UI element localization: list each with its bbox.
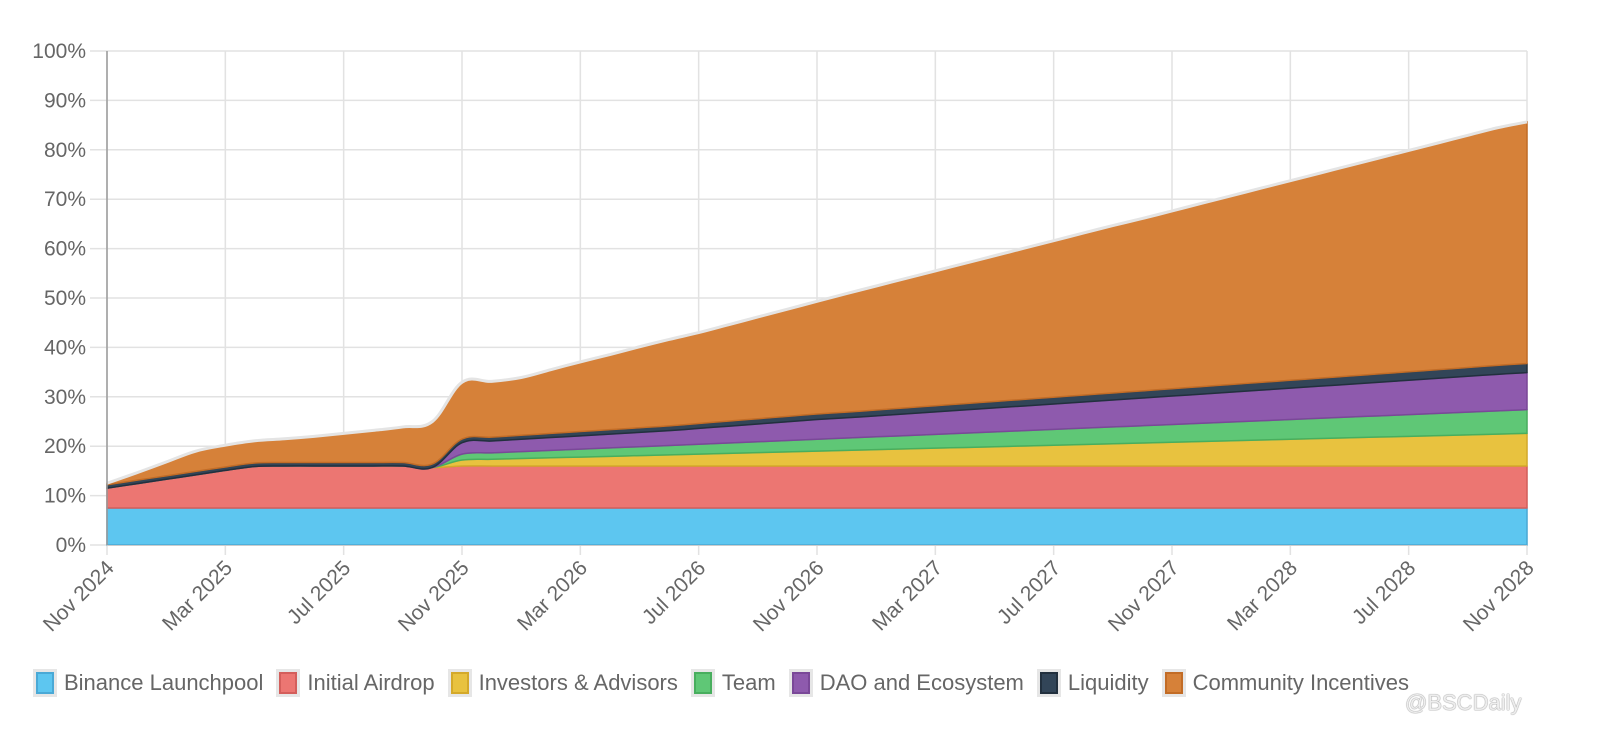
legend-item[interactable]: Initial Airdrop (276, 669, 435, 697)
legend-label: Community Incentives (1192, 670, 1410, 695)
legend: Binance Launchpool Initial Airdrop Investo… (33, 667, 1425, 699)
y-tick-label: 20% (44, 435, 86, 458)
area-binance-launchpool (106, 507, 1528, 546)
legend-swatch (1161, 669, 1186, 697)
legend-swatch (690, 669, 715, 697)
x-tick-label: Nov 2026 (749, 556, 829, 636)
x-tick-label: Jul 2028 (1348, 556, 1420, 628)
legend-label: Initial Airdrop (307, 670, 435, 695)
x-tick-label: Mar 2026 (513, 556, 592, 635)
legend-label: DAO and Ecosystem (819, 670, 1024, 695)
legend-item[interactable]: DAO and Ecosystem (788, 669, 1024, 697)
legend-label: Team (721, 670, 776, 695)
y-tick-label: 40% (44, 336, 86, 359)
x-tick-label: Nov 2028 (1459, 556, 1539, 636)
y-axis-ticks: 0% 10% 20% 30% 40% 50% 60% 70% 80% 90% 100% (32, 40, 86, 557)
legend-label: Liquidity (1067, 670, 1149, 695)
x-tick-label: Nov 2024 (39, 556, 119, 636)
legend-label: Investors & Advisors (478, 670, 678, 695)
x-tick-label: Mar 2027 (868, 556, 947, 635)
y-tick-label: 10% (44, 485, 86, 508)
y-tick-label: 30% (44, 386, 86, 409)
y-tick-label: 90% (44, 89, 86, 112)
x-tick-label: Mar 2028 (1223, 556, 1302, 635)
legend-item[interactable]: Community Incentives (1161, 669, 1410, 697)
x-tick-label: Nov 2027 (1104, 556, 1184, 636)
x-tick-label: Nov 2025 (394, 556, 474, 636)
y-tick-label: 100% (32, 40, 86, 63)
stack-top-outline (106, 120, 1528, 485)
legend-item[interactable]: Investors & Advisors (447, 669, 678, 697)
y-tick-label: 50% (44, 287, 86, 310)
x-tick-label: Mar 2025 (158, 556, 237, 635)
legend-swatch (1036, 669, 1061, 697)
legend-swatch (276, 669, 301, 697)
legend-item[interactable]: Binance Launchpool (33, 669, 264, 697)
watermark: @BSCDaily (1405, 690, 1522, 715)
x-tick-label: Jul 2026 (638, 556, 710, 628)
y-tick-label: 80% (44, 139, 86, 162)
legend-swatch (788, 669, 813, 697)
y-tick-label: 0% (56, 534, 86, 557)
area-initial-airdrop (106, 465, 1528, 509)
axes (106, 51, 1527, 546)
x-tick-label: Jul 2027 (993, 556, 1065, 628)
legend-label: Binance Launchpool (64, 670, 264, 695)
area-series (106, 120, 1528, 546)
x-tick-label: Jul 2025 (283, 556, 355, 628)
legend-swatch (33, 669, 57, 697)
y-tick-label: 70% (44, 188, 86, 211)
y-tick-label: 60% (44, 238, 86, 261)
x-axis-ticks: Nov 2024 Mar 2025 Jul 2025 Nov 2025 Mar 2026… (39, 556, 1539, 636)
legend-item[interactable]: Liquidity (1036, 669, 1149, 697)
legend-swatch (447, 669, 472, 697)
legend-item[interactable]: Team (690, 669, 776, 697)
